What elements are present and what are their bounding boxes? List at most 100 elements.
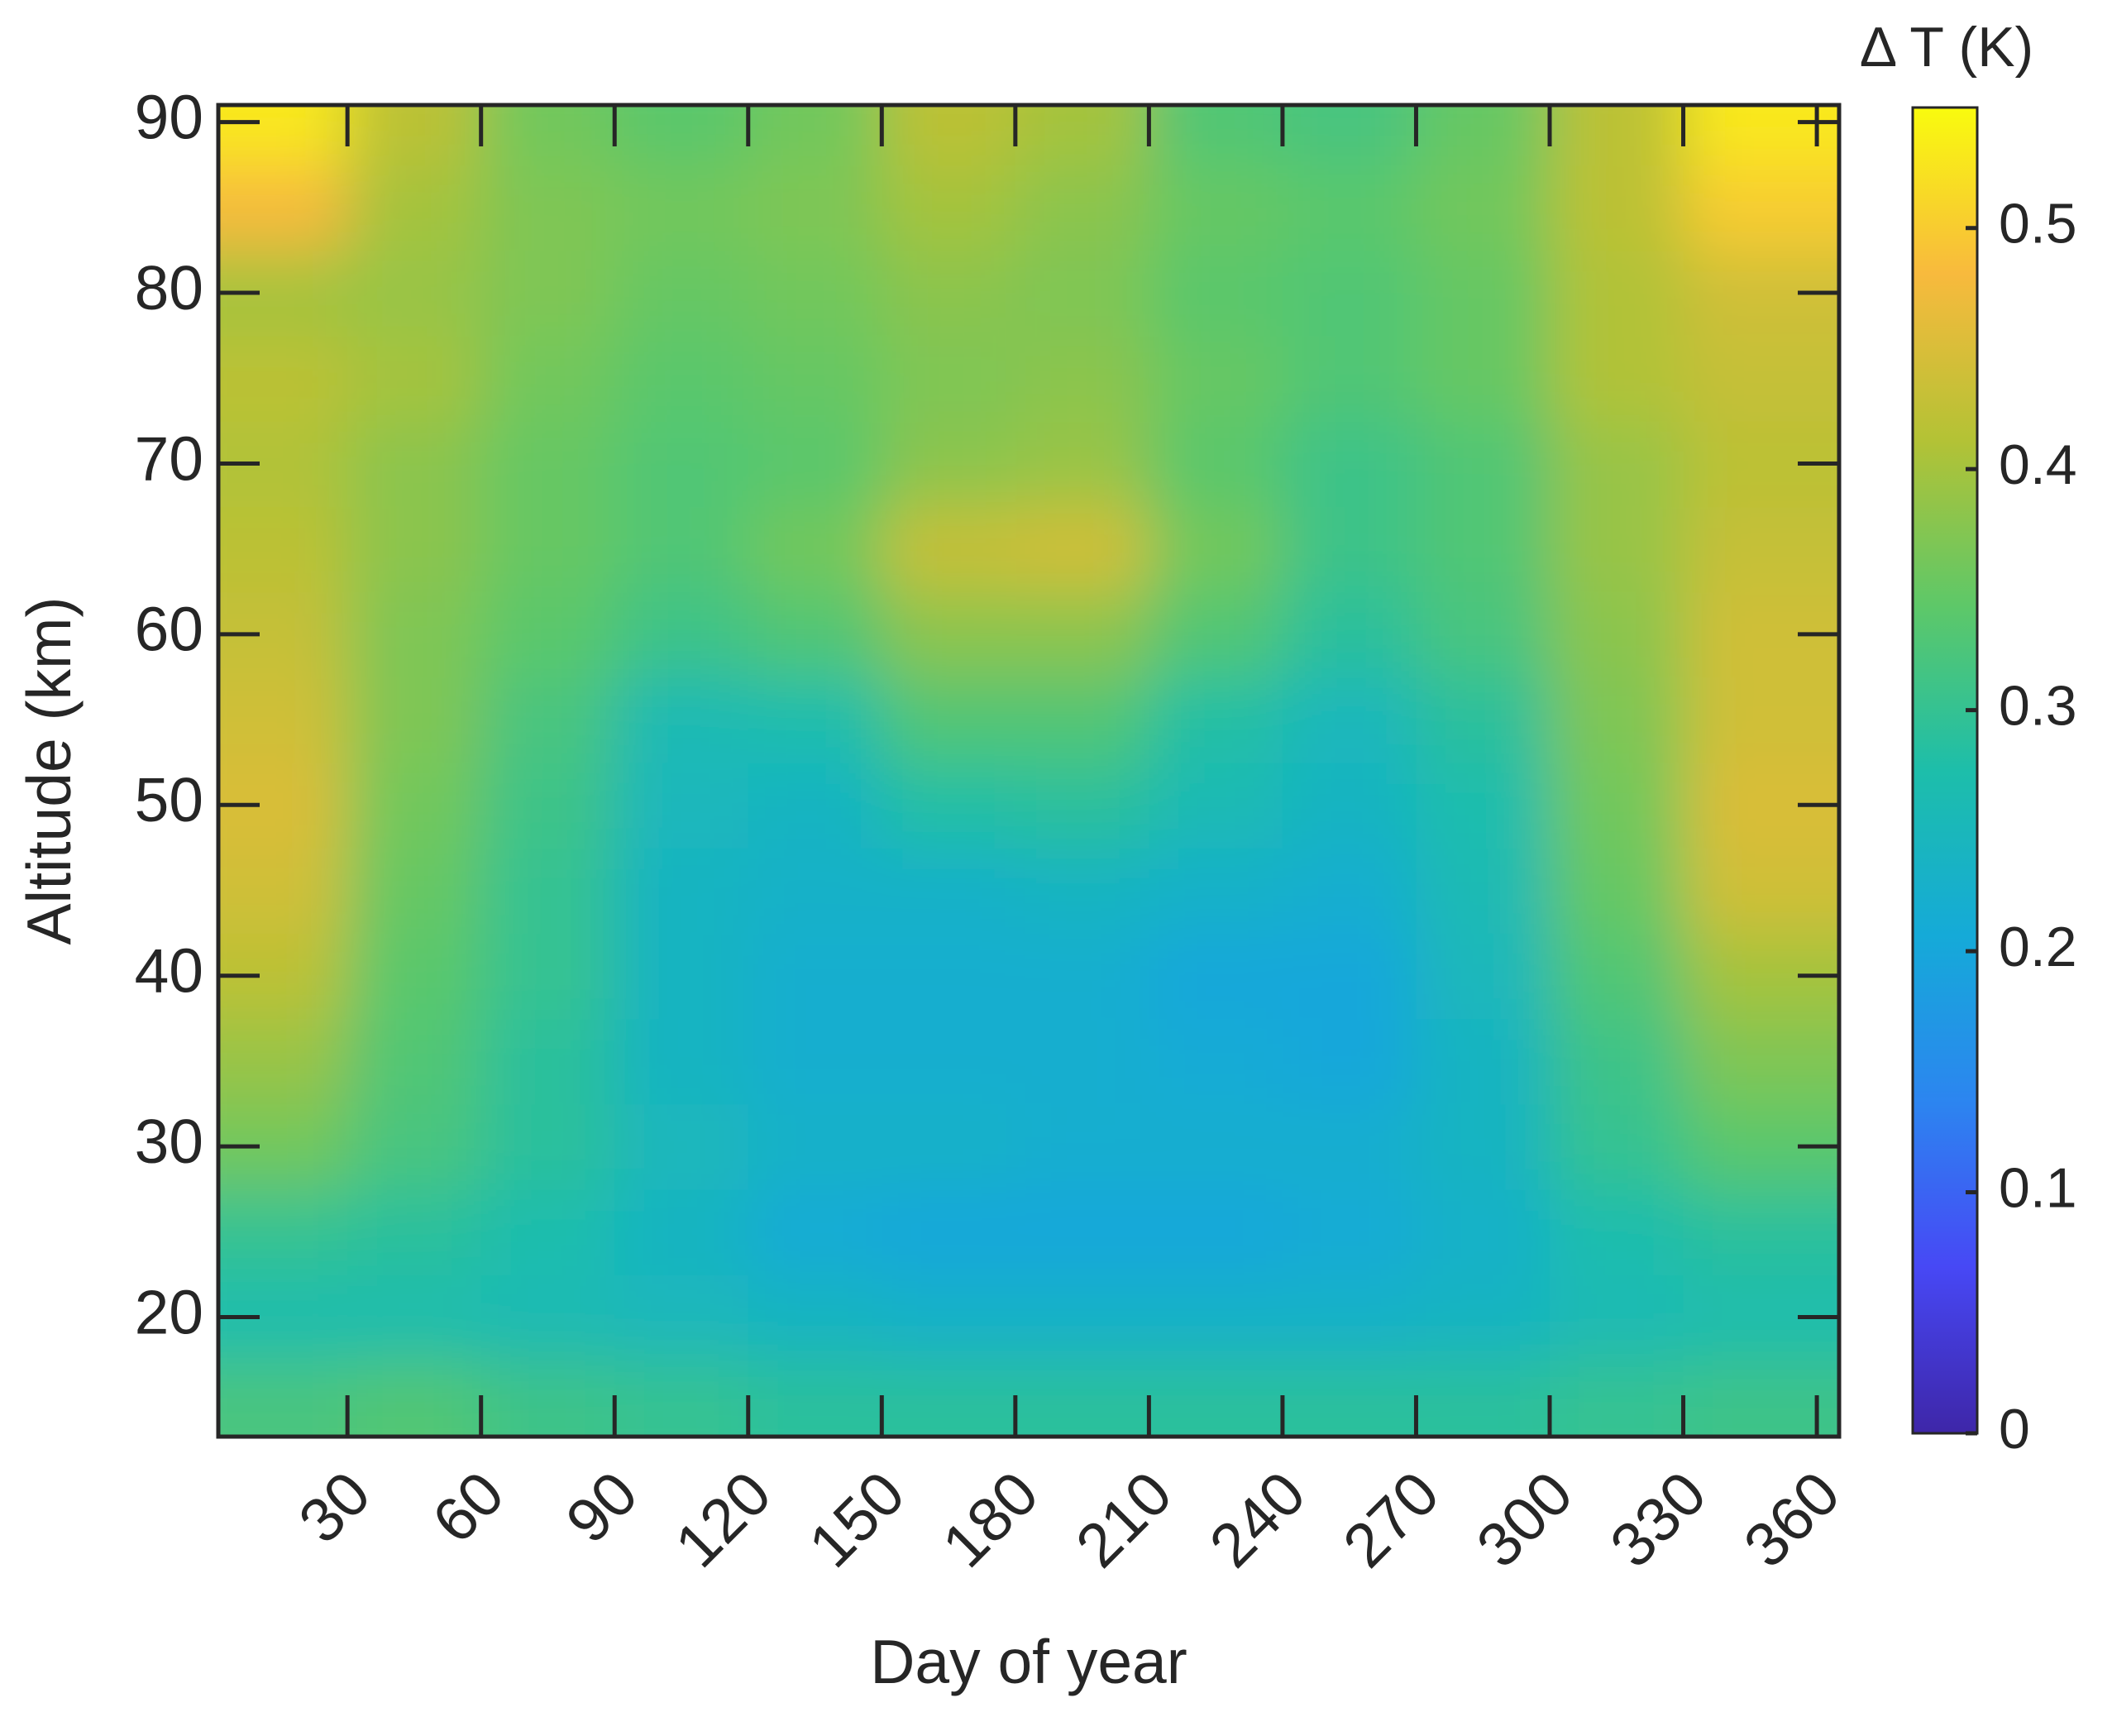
colorbar-tick-label: 0.2: [1999, 916, 2077, 978]
heat-cell: [614, 933, 749, 1020]
heat-cell: [1550, 847, 1684, 935]
heat-cell: [1282, 335, 1417, 422]
heat-cell: [1416, 1188, 1551, 1275]
heat-cell: [1015, 847, 1150, 935]
heat-cell: [1416, 1103, 1551, 1190]
heat-cell: [1282, 847, 1417, 935]
heat-cell: [1683, 762, 1839, 849]
heat-cell: [1149, 677, 1283, 763]
heat-cell: [480, 250, 616, 337]
heat-cell: [1683, 677, 1839, 763]
colorbar: [1911, 106, 1979, 1435]
y-tick-label: 60: [135, 595, 203, 664]
heat-cell: [882, 591, 1016, 678]
x-tick-label: 360: [1731, 1458, 1853, 1581]
heat-cell: [1149, 762, 1283, 849]
heat-cell: [218, 677, 349, 763]
x-tick-label: 330: [1597, 1458, 1719, 1581]
heat-cell: [1282, 1103, 1417, 1190]
heat-cell: [1015, 1274, 1150, 1361]
heat-cell: [1416, 250, 1551, 337]
heat-cell: [1683, 165, 1839, 251]
heat-cell: [1015, 1360, 1150, 1437]
heat-cell: [1149, 506, 1283, 593]
heat-cell: [1683, 1360, 1839, 1437]
heat-cell: [218, 1360, 349, 1437]
heat-cell: [882, 1018, 1016, 1105]
heat-cell: [614, 677, 749, 763]
heat-cell: [480, 165, 616, 251]
heat-cell: [614, 105, 749, 166]
colorbar-tick-label: 0.5: [1999, 193, 2077, 256]
heat-cell: [614, 1360, 749, 1437]
heat-cell: [1015, 1018, 1150, 1105]
x-tick-label: 210: [1063, 1458, 1185, 1581]
heat-cell: [1015, 591, 1150, 678]
heat-cell: [480, 933, 616, 1020]
heat-cell: [882, 335, 1016, 422]
heat-cell: [748, 1103, 883, 1190]
heat-cell: [480, 1188, 616, 1275]
heat-cell: [1015, 762, 1150, 849]
heat-cell: [1416, 105, 1551, 166]
heat-cell: [1416, 1274, 1551, 1361]
heat-cell: [347, 165, 482, 251]
heat-cell: [1015, 335, 1150, 422]
heat-cell: [882, 933, 1016, 1020]
heat-cell: [1149, 105, 1283, 166]
y-axis-label: Altitude (km): [14, 597, 84, 945]
heat-cell: [1149, 933, 1283, 1020]
heat-cell: [1683, 1188, 1839, 1275]
heat-cell: [1683, 1018, 1839, 1105]
y-tick-label: 30: [135, 1107, 203, 1176]
heat-cell: [748, 1188, 883, 1275]
heat-cell: [1550, 677, 1684, 763]
heat-cell: [347, 1103, 482, 1190]
heat-cell: [1550, 250, 1684, 337]
heat-cell: [1282, 1360, 1417, 1437]
heat-cell: [614, 1274, 749, 1361]
heat-cell: [1149, 1018, 1283, 1105]
colorbar-tick-label: 0: [1999, 1398, 2030, 1461]
heat-cell: [347, 762, 482, 849]
heat-cell: [748, 677, 883, 763]
heat-cell: [748, 1274, 883, 1361]
heat-cell: [1149, 847, 1283, 935]
heat-cell: [1416, 335, 1551, 422]
heat-cell: [347, 105, 482, 166]
heat-cell: [1015, 1188, 1150, 1275]
heat-cell: [1683, 933, 1839, 1020]
heat-cell: [1416, 1018, 1551, 1105]
heat-cell: [882, 105, 1016, 166]
heat-cell: [1282, 591, 1417, 678]
heat-cell: [1550, 1018, 1684, 1105]
heat-cell: [1550, 1188, 1684, 1275]
x-tick-label: 120: [662, 1458, 784, 1581]
heat-cell: [1550, 335, 1684, 422]
heat-cell: [1416, 420, 1551, 508]
heat-cell: [882, 1274, 1016, 1361]
y-tick-label: 90: [135, 82, 203, 151]
heat-cell: [1149, 1360, 1283, 1437]
y-tick-label: 40: [135, 936, 203, 1006]
heat-cell: [1015, 165, 1150, 251]
heat-cell: [1550, 591, 1684, 678]
heat-cell: [218, 847, 349, 935]
heat-cell: [1416, 1360, 1551, 1437]
heat-cell: [1149, 1188, 1283, 1275]
heat-cell: [748, 762, 883, 849]
x-axis-label: Day of year: [870, 1627, 1187, 1696]
heat-cell: [1683, 250, 1839, 337]
heat-cell: [1149, 250, 1283, 337]
heat-cell: [218, 1018, 349, 1105]
heat-cell: [1416, 847, 1551, 935]
heat-cell: [748, 933, 883, 1020]
heat-cell: [218, 335, 349, 422]
heat-cell: [1683, 847, 1839, 935]
heat-cell: [882, 1188, 1016, 1275]
heat-cell: [1683, 335, 1839, 422]
x-tick-label: 150: [796, 1458, 918, 1581]
y-tick-label: 80: [135, 253, 203, 323]
heat-cell: [1149, 420, 1283, 508]
heat-cell: [1683, 591, 1839, 678]
